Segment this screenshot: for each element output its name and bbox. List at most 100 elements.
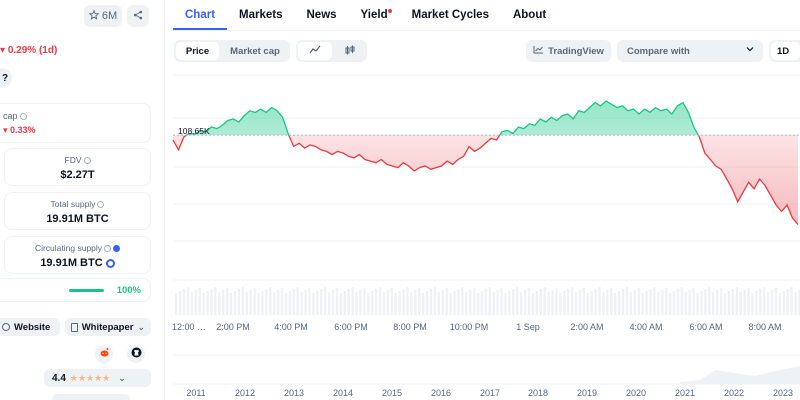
volume-bar (606, 290, 609, 315)
whitepaper-label: Whitepaper (81, 321, 134, 333)
caret-down-icon: ▾ (0, 45, 6, 56)
range-year-label: 2023 (773, 388, 793, 398)
reddit-icon (99, 345, 110, 363)
price-line-down (172, 135, 799, 225)
market-cap-tab[interactable]: Market cap (230, 45, 280, 57)
volume-bar (645, 291, 648, 315)
volume-bar (716, 290, 719, 315)
more-button[interactable] (52, 394, 130, 400)
volume-bar (492, 292, 495, 315)
section-tabs: Chart Markets News Yield Market Cycles About (173, 0, 800, 31)
volume-bar (284, 293, 288, 315)
volume-bar (484, 289, 488, 315)
volume-bar (567, 289, 570, 315)
volume-bar (367, 293, 370, 315)
volume-bar (782, 291, 785, 315)
volume-bar (563, 291, 566, 315)
tab-yield[interactable]: Yield (349, 0, 400, 30)
volume-bar (618, 291, 621, 315)
price-change-1d: ▾ 0.29% (1d) (0, 45, 58, 56)
share-icon (133, 7, 143, 25)
supply-progress-value: 100% (116, 285, 141, 296)
volume-bar (778, 293, 782, 315)
volume-bar (516, 287, 519, 315)
range-year-label: 2011 (186, 388, 205, 398)
volume-bar (175, 293, 178, 315)
compare-label: Compare with (627, 45, 690, 57)
volume-bar (512, 289, 515, 315)
volume-bar (520, 292, 523, 315)
website-label: Website (14, 321, 51, 333)
volume-bar (296, 287, 299, 315)
reddit-button[interactable] (95, 345, 113, 363)
price-tab[interactable]: Price (176, 42, 219, 60)
volume-bar (422, 293, 425, 315)
volume-bar (531, 293, 535, 315)
volume-bar (637, 288, 640, 315)
volume-bar (739, 292, 742, 315)
volume-bar (610, 288, 613, 315)
fdv-value: $2.27T (60, 169, 95, 181)
tab-market-cycles[interactable]: Market Cycles (411, 9, 489, 21)
chevron-down-icon: ⌄ (137, 321, 145, 332)
tab-chart[interactable]: Chart (173, 0, 228, 30)
total-supply-value: 19.91M BTC (46, 213, 109, 225)
range-1d-button[interactable]: 1D (769, 40, 800, 62)
range-year-label: 2012 (235, 388, 255, 398)
whitepaper-button[interactable]: Whitepaper ⌄ (65, 318, 151, 336)
volume-bar (441, 290, 444, 315)
volume-bar (770, 290, 774, 315)
volume-bar (261, 291, 264, 315)
volume-bar (665, 288, 668, 315)
volume-bar (378, 287, 382, 315)
price-line-up (185, 100, 700, 136)
question-chip[interactable]: ? (0, 68, 12, 88)
volume-bar (676, 289, 680, 315)
candlestick-button[interactable] (334, 42, 365, 60)
tradingview-label: TradingView (548, 45, 604, 57)
watchlist-button[interactable]: 6M (84, 5, 122, 27)
volume-bar (194, 290, 197, 315)
tab-about[interactable]: About (512, 9, 547, 21)
volume-bar (198, 288, 201, 315)
line-chart-icon (309, 42, 321, 60)
website-button[interactable]: Website (0, 318, 60, 336)
tab-news[interactable]: News (306, 9, 337, 21)
volume-bar (327, 292, 331, 315)
chevron-down-icon: ⌄ (118, 372, 126, 383)
overview-area (680, 366, 800, 384)
info-icon[interactable] (19, 113, 27, 121)
volume-bar (320, 289, 323, 315)
volume-bar (476, 293, 480, 315)
volume-bar (523, 290, 527, 315)
tab-markets[interactable]: Markets (239, 9, 283, 21)
info-icon[interactable] (83, 157, 91, 165)
x-axis-tick-label: 8:00 AM (748, 322, 781, 332)
info-icon[interactable] (97, 201, 105, 209)
info-icon[interactable] (104, 245, 112, 253)
volume-bar (257, 293, 260, 315)
github-button[interactable] (127, 345, 145, 363)
x-axis-tick-label: 4:00 PM (274, 322, 308, 332)
share-button[interactable] (127, 5, 149, 27)
range-year-label: 2022 (724, 388, 744, 398)
volume-bar (696, 293, 699, 315)
compare-dropdown[interactable]: Compare with (617, 40, 763, 62)
x-axis-tick-label: 6:00 AM (689, 322, 722, 332)
volume-bar (574, 292, 578, 315)
rating-button[interactable]: 4.4 ★★★★★ ⌄ (44, 369, 151, 387)
volume-bar (763, 287, 766, 315)
volume-bar (504, 293, 507, 315)
volume-bar (343, 291, 346, 315)
volume-bar (312, 293, 315, 315)
volume-bar (418, 288, 421, 315)
volume-bar (727, 291, 731, 315)
globe-icon (2, 323, 10, 331)
coin-stats-panel: 6M ▾ 0.29% (1d) ? cap ▾ 0.33% FDV $2.27T… (0, 0, 165, 400)
volume-bar (414, 290, 417, 315)
market-cap-card: cap ▾ 0.33% (0, 103, 151, 143)
volume-bar (457, 289, 460, 315)
line-chart-button[interactable] (298, 42, 332, 60)
tradingview-button[interactable]: TradingView (526, 40, 611, 62)
